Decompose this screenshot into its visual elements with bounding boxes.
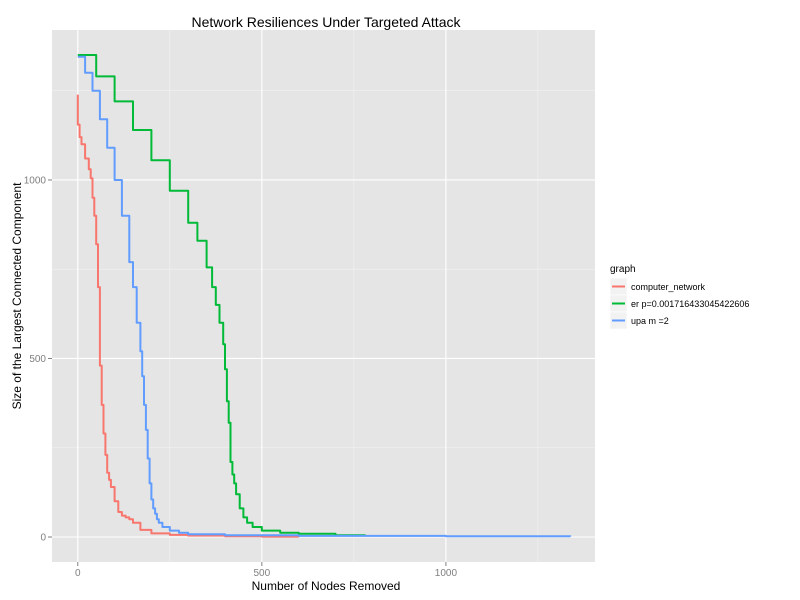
series-line-1 <box>76 94 300 538</box>
chart-title: Network Resiliences Under Targeted Attac… <box>192 14 462 30</box>
y-axis-title: Size of the Largest Connected Component <box>10 182 24 409</box>
x-tick-label: 0 <box>75 568 81 579</box>
x-tick-label: 1000 <box>435 568 458 579</box>
legend-title: graph <box>610 264 636 275</box>
plot-panel <box>52 30 595 562</box>
series-lines <box>76 54 572 538</box>
minor-grid <box>52 30 595 562</box>
legend-label: computer_network <box>631 282 706 292</box>
series-line-3 <box>77 55 572 538</box>
axis-ticks: 0 500 1000 0 500 1000 <box>24 175 458 579</box>
x-axis-title: Number of Nodes Removed <box>252 579 401 593</box>
y-tick-label: 0 <box>40 533 46 544</box>
y-tick-label: 1000 <box>24 175 47 186</box>
x-tick-label: 500 <box>253 568 270 579</box>
legend-label: er p=0.00171643304542260​6 <box>631 299 749 309</box>
y-tick-label: 500 <box>29 354 46 365</box>
legend-label: upa m =2 <box>631 316 669 326</box>
series-line-2 <box>77 54 366 537</box>
